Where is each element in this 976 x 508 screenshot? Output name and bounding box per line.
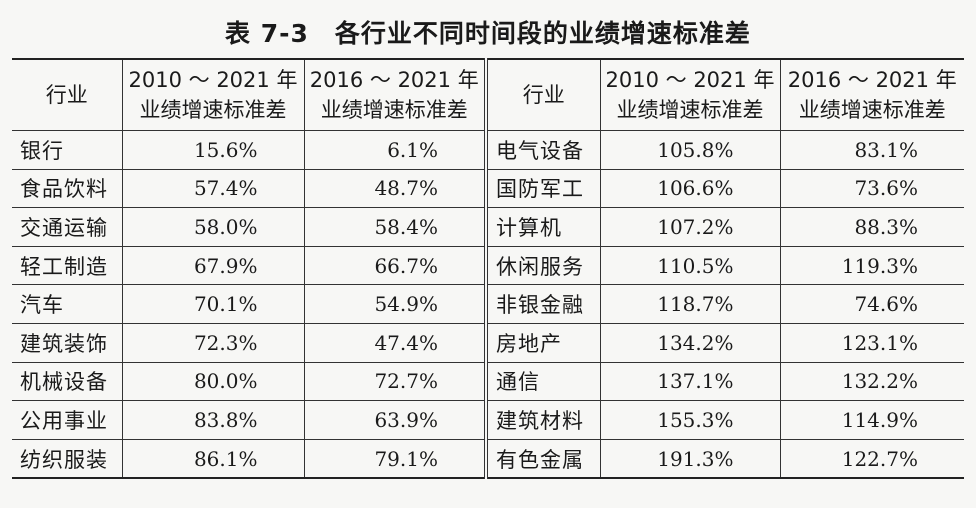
std-2010-2021-cell: 57.4% — [121, 168, 305, 209]
std-2016-2021-cell: 88.3% — [779, 207, 964, 247]
std-2016-2021-cell: 54.9% — [303, 284, 487, 324]
table-row: 汽车 70.1% 54.9% 非银金融 118.7% 74.6% — [12, 284, 964, 324]
std-2016-2021-cell: 66.7% — [303, 245, 487, 286]
std-2016-2021-cell: 83.1% — [779, 130, 964, 170]
std-2016-2021-cell: 114.9% — [779, 400, 964, 440]
header-period2-metric: 业绩增速标准差 — [798, 98, 946, 122]
std-2016-2021-cell: 48.7% — [303, 168, 487, 209]
industry-cell: 非银金融 — [484, 284, 601, 324]
header-period2-right: 2016 ～ 2021 年 业绩增速标准差 — [779, 58, 964, 131]
std-2010-2021-cell: 80.0% — [121, 361, 305, 402]
table-row: 食品饮料 57.4% 48.7% 国防军工 106.6% 73.6% — [12, 168, 964, 209]
std-2010-2021-cell: 155.3% — [599, 400, 781, 440]
std-2010-2021-cell: 15.6% — [121, 130, 305, 170]
std-2010-2021-cell: 106.6% — [599, 168, 781, 209]
std-2016-2021-cell: 79.1% — [303, 438, 487, 479]
header-period2-metric: 业绩增速标准差 — [320, 98, 468, 122]
table-body: 银行 15.6% 6.1% 电气设备 105.8% 83.1% 食品饮料 57.4% 48.7%… — [12, 130, 964, 479]
std-2010-2021-cell: 191.3% — [599, 438, 781, 479]
header-industry-right: 行业 — [484, 58, 601, 131]
industry-cell: 轻工制造 — [12, 245, 123, 286]
std-2010-2021-cell: 118.7% — [599, 284, 781, 324]
std-2016-2021-cell: 123.1% — [779, 322, 964, 363]
std-2016-2021-cell: 119.3% — [779, 245, 964, 286]
industry-std-table: 行业 2010 ～ 2021 年 业绩增速标准差 2016 ～ 2021 年 业… — [12, 58, 964, 480]
industry-cell: 房地产 — [484, 322, 601, 363]
header-period1-years: 2010 ～ 2021 年 — [128, 68, 298, 92]
std-2010-2021-cell: 72.3% — [121, 322, 305, 363]
table-row: 银行 15.6% 6.1% 电气设备 105.8% 83.1% — [12, 130, 964, 170]
industry-cell: 电气设备 — [484, 130, 601, 170]
table-row: 机械设备 80.0% 72.7% 通信 137.1% 132.2% — [12, 361, 964, 402]
table-row: 纺织服装 86.1% 79.1% 有色金属 191.3% 122.7% — [12, 438, 964, 479]
industry-cell: 有色金属 — [484, 438, 601, 479]
std-2016-2021-cell: 47.4% — [303, 322, 487, 363]
header-period1-metric: 业绩增速标准差 — [616, 98, 764, 122]
std-2010-2021-cell: 137.1% — [599, 361, 781, 402]
header-period1-years: 2010 ～ 2021 年 — [605, 68, 775, 92]
header-period2-left: 2016 ～ 2021 年 业绩增速标准差 — [303, 58, 487, 131]
std-2016-2021-cell: 122.7% — [779, 438, 964, 479]
std-2016-2021-cell: 73.6% — [779, 168, 964, 209]
std-2010-2021-cell: 110.5% — [599, 245, 781, 286]
std-2010-2021-cell: 58.0% — [121, 207, 305, 247]
table-row: 轻工制造 67.9% 66.7% 休闲服务 110.5% 119.3% — [12, 245, 964, 286]
header-row: 行业 2010 ～ 2021 年 业绩增速标准差 2016 ～ 2021 年 业… — [12, 58, 964, 131]
table-row: 公用事业 83.8% 63.9% 建筑材料 155.3% 114.9% — [12, 400, 964, 440]
header-industry-left: 行业 — [12, 58, 123, 131]
industry-cell: 休闲服务 — [484, 245, 601, 286]
header-period1-left: 2010 ～ 2021 年 业绩增速标准差 — [121, 58, 305, 131]
industry-cell: 银行 — [12, 130, 123, 170]
std-2010-2021-cell: 86.1% — [121, 438, 305, 479]
industry-cell: 汽车 — [12, 284, 123, 324]
std-2016-2021-cell: 72.7% — [303, 361, 487, 402]
std-2016-2021-cell: 132.2% — [779, 361, 964, 402]
industry-cell: 建筑装饰 — [12, 322, 123, 363]
std-2010-2021-cell: 70.1% — [121, 284, 305, 324]
industry-cell: 通信 — [484, 361, 601, 402]
std-2010-2021-cell: 83.8% — [121, 400, 305, 440]
industry-cell: 机械设备 — [12, 361, 123, 402]
industry-cell: 公用事业 — [12, 400, 123, 440]
std-2010-2021-cell: 105.8% — [599, 130, 781, 170]
table-row: 建筑装饰 72.3% 47.4% 房地产 134.2% 123.1% — [12, 322, 964, 363]
std-2016-2021-cell: 63.9% — [303, 400, 487, 440]
industry-cell: 计算机 — [484, 207, 601, 247]
std-2010-2021-cell: 134.2% — [599, 322, 781, 363]
std-2010-2021-cell: 107.2% — [599, 207, 781, 247]
header-period2-years: 2016 ～ 2021 年 — [787, 68, 957, 92]
header-period1-right: 2010 ～ 2021 年 业绩增速标准差 — [599, 58, 781, 131]
industry-cell: 纺织服装 — [12, 438, 123, 479]
header-period1-metric: 业绩增速标准差 — [139, 98, 287, 122]
industry-cell: 建筑材料 — [484, 400, 601, 440]
std-2016-2021-cell: 6.1% — [303, 130, 487, 170]
industry-cell: 食品饮料 — [12, 168, 123, 209]
table-number: 表 7-3 — [225, 19, 309, 48]
industry-cell: 国防军工 — [484, 168, 601, 209]
table-caption: 表 7-3 各行业不同时间段的业绩增速标准差 — [0, 14, 976, 50]
header-period2-years: 2016 ～ 2021 年 — [309, 68, 479, 92]
std-2016-2021-cell: 74.6% — [779, 284, 964, 324]
table-row: 交通运输 58.0% 58.4% 计算机 107.2% 88.3% — [12, 207, 964, 247]
std-2010-2021-cell: 67.9% — [121, 245, 305, 286]
industry-cell: 交通运输 — [12, 207, 123, 247]
std-2016-2021-cell: 58.4% — [303, 207, 487, 247]
table-title: 各行业不同时间段的业绩增速标准差 — [334, 19, 751, 48]
